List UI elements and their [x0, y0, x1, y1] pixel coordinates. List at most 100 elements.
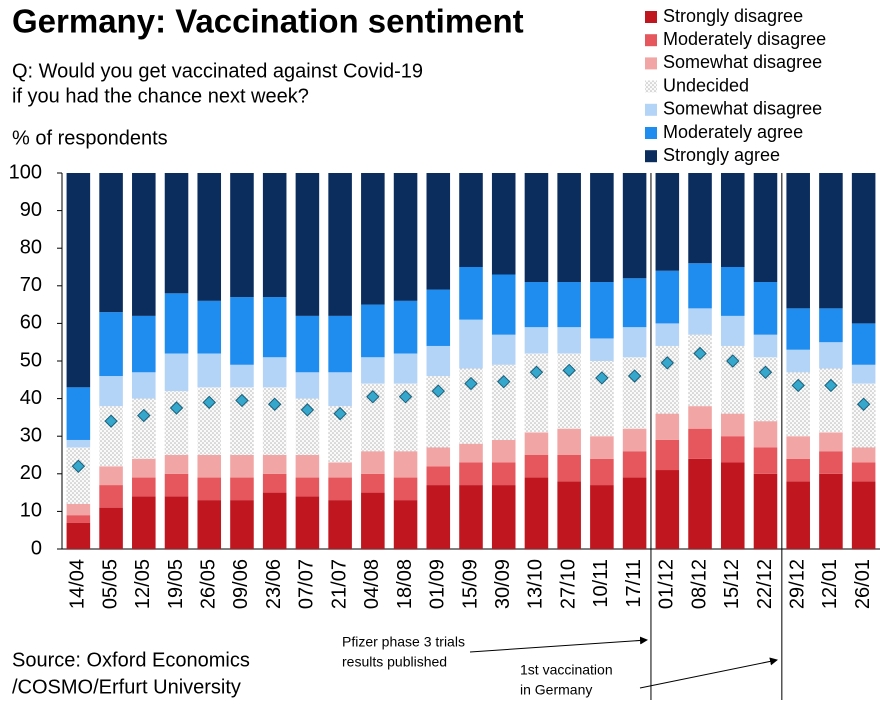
bar-segment — [655, 413, 680, 440]
x-tick-label: 15/12 — [721, 559, 743, 609]
bar-segment — [557, 481, 581, 549]
x-tick-label: 21/07 — [328, 559, 350, 609]
bar-segment — [786, 349, 810, 373]
bar-segment — [197, 387, 222, 455]
bar-segment — [426, 376, 451, 448]
marker — [431, 384, 445, 398]
bar-segment — [655, 270, 680, 324]
bar-segment — [66, 503, 91, 516]
bar-segment — [66, 522, 91, 549]
y-tick-label: 10 — [20, 500, 42, 522]
bar-segment — [557, 353, 581, 429]
bar-segment — [328, 315, 352, 373]
bar-segment — [819, 308, 843, 343]
bar-segment — [688, 308, 712, 335]
bar-segment — [328, 500, 352, 549]
y-tick-label: 90 — [20, 199, 42, 221]
bar-segment — [688, 458, 712, 549]
bar-segment — [524, 173, 549, 283]
marker — [300, 403, 315, 417]
bar-segment — [720, 267, 745, 316]
x-tick-label: 05/05 — [99, 559, 121, 609]
bar-segment — [230, 173, 254, 298]
bar-segment — [459, 443, 483, 463]
marker — [464, 376, 478, 391]
bar-segment — [197, 353, 222, 388]
bar-segment — [851, 462, 876, 482]
x-tick-label: 01/09 — [427, 559, 449, 609]
bar-segment — [753, 173, 778, 283]
bar-segment — [590, 485, 614, 549]
bar-segment — [132, 496, 156, 549]
source: /COSMO/Erfurt University — [12, 676, 241, 698]
bar-segment — [99, 376, 123, 407]
bar-segment — [230, 477, 254, 501]
marker — [627, 369, 642, 383]
bar-segment — [557, 428, 581, 455]
bar-segment — [590, 436, 614, 459]
bar-segment — [361, 357, 385, 384]
bar-segment — [328, 477, 352, 501]
y-tick-label: 60 — [20, 312, 42, 334]
x-tick-label: 13/10 — [525, 559, 547, 609]
bar-segment — [99, 507, 123, 549]
bar-segment — [295, 477, 320, 497]
bar-segment — [197, 455, 222, 478]
marker — [562, 363, 576, 378]
source: Source: Oxford Economics — [12, 649, 250, 671]
x-tick-label: 12/01 — [819, 559, 841, 609]
bar-segment — [230, 297, 254, 365]
x-tick-label: 30/09 — [492, 559, 514, 609]
annotation: Pfizer phase 3 trials — [342, 634, 465, 650]
bar-segment — [622, 327, 647, 358]
x-tick-label: 26/05 — [198, 559, 220, 609]
marker — [267, 397, 282, 411]
bar-segment — [590, 173, 614, 283]
subtitle: Q: Would you get vaccinated against Covi… — [12, 60, 423, 82]
marker — [693, 346, 707, 361]
bar-segment — [328, 406, 352, 463]
bar-segment — [393, 300, 418, 354]
bar-segment — [655, 470, 680, 549]
bar-segment — [99, 466, 123, 486]
legend-label: Strongly agree — [663, 145, 780, 165]
bar-segment — [361, 383, 385, 452]
x-tick-label: 14/04 — [67, 559, 89, 609]
x-tick-label: 09/06 — [230, 559, 252, 609]
bar-segment — [426, 345, 451, 377]
bar-segment — [66, 515, 91, 523]
bar-segment — [524, 282, 549, 328]
bar-segment — [262, 387, 287, 455]
marker — [824, 378, 838, 393]
bar-segment — [622, 477, 647, 549]
bar-segment — [491, 485, 516, 549]
bar-segment — [230, 364, 254, 388]
bar-segment — [164, 293, 189, 354]
bar-segment — [295, 455, 320, 478]
bar-segment — [622, 428, 647, 452]
bar-segment — [66, 173, 91, 388]
bar-segment — [132, 398, 156, 459]
marker — [366, 390, 380, 404]
legend-swatch — [645, 34, 657, 47]
bar-segment — [524, 353, 549, 433]
bar-segment — [491, 274, 516, 335]
bar-segment — [524, 432, 549, 455]
y-tick-label: 100 — [9, 161, 42, 183]
bar-segment — [132, 458, 156, 478]
bar-segment — [328, 462, 352, 478]
bar-segment — [819, 451, 843, 474]
bar-segment — [295, 398, 320, 455]
bar-segment — [720, 436, 745, 463]
legend-swatch — [645, 57, 657, 70]
x-tick-label: 01/12 — [656, 559, 678, 609]
bar-segment — [524, 455, 549, 478]
bar-segment — [459, 319, 483, 369]
bar-segment — [197, 300, 222, 354]
bar-segment — [197, 500, 222, 549]
bar-segment — [66, 387, 91, 440]
bar-segment — [361, 451, 385, 474]
bar-segment — [361, 473, 385, 493]
bar-segment — [851, 383, 876, 448]
bar-segment — [720, 462, 745, 549]
